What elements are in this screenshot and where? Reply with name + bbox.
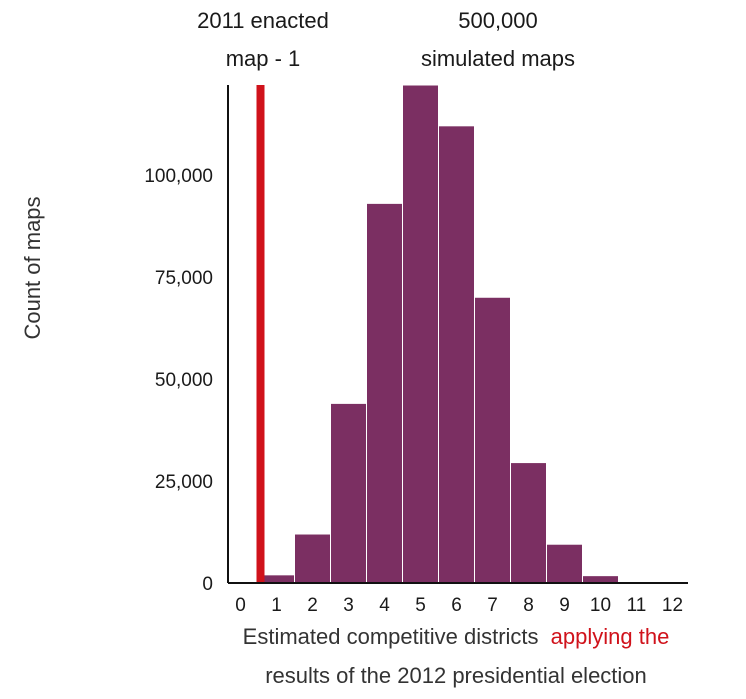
y-tick-label: 0 <box>202 574 213 595</box>
histogram-bar <box>582 575 619 584</box>
x-tick-label: 12 <box>662 595 683 616</box>
y-tick-label: 75,000 <box>155 268 213 289</box>
enacted-annotation-line2: map - 1 <box>226 46 301 71</box>
x-tick-label: 7 <box>487 595 498 616</box>
x-tick-label: 4 <box>379 595 390 616</box>
simulated-annotation-line1: 500,000 <box>458 8 538 33</box>
bars-layer <box>258 84 691 584</box>
y-tick-label: 50,000 <box>155 370 213 391</box>
histogram-bar <box>330 402 367 584</box>
x-axis-label-part1: Estimated competitive districts <box>243 624 539 649</box>
histogram-bar <box>510 462 547 584</box>
histogram-bar <box>366 202 403 584</box>
y-tick-label: 25,000 <box>155 472 213 493</box>
x-tick-label: 8 <box>523 595 534 616</box>
enacted-map-line <box>256 85 265 583</box>
y-tick-label: 100,000 <box>144 166 213 187</box>
simulated-annotation-line2: simulated maps <box>421 46 575 71</box>
labels-layer: 2011 enacted map - 1 500,000 simulated m… <box>20 8 669 688</box>
histogram-bar <box>546 543 583 584</box>
x-tick-label: 11 <box>627 595 647 616</box>
histogram-bar <box>438 125 475 584</box>
enacted-annotation-line1: 2011 enacted <box>197 8 329 33</box>
x-tick-label: 5 <box>415 595 426 616</box>
x-tick-label: 0 <box>235 595 246 616</box>
histogram-bar <box>294 533 331 584</box>
x-tick-label: 2 <box>307 595 318 616</box>
x-tick-label: 10 <box>590 595 611 616</box>
x-tick-label: 1 <box>271 595 282 616</box>
y-axis-label: Count of maps <box>20 196 45 339</box>
histogram-bar <box>402 84 439 584</box>
x-tick-label: 6 <box>451 595 462 616</box>
histogram-bar <box>474 296 511 584</box>
x-axis-label-line1: Estimated competitive districts applying… <box>243 624 670 649</box>
x-tick-label: 9 <box>559 595 570 616</box>
x-axis-label-line2: results of the 2012 presidential electio… <box>265 663 647 688</box>
enacted-layer <box>256 85 265 583</box>
x-axis-label-part2: applying the <box>551 624 670 649</box>
x-tick-label: 3 <box>343 595 354 616</box>
